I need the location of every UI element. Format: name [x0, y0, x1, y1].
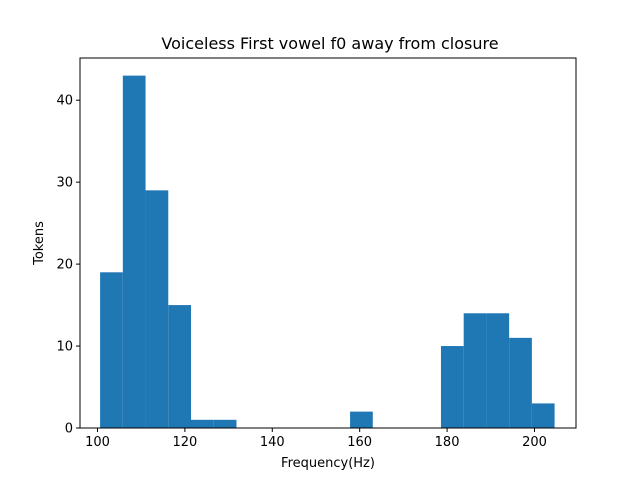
y-tick-label: 40 [56, 94, 73, 109]
histogram-bar [463, 313, 487, 428]
y-tick-label: 20 [56, 258, 73, 273]
bars-group [100, 75, 555, 428]
histogram-bar [350, 411, 373, 428]
y-axis-ticks: 0 10 20 30 40 [56, 94, 80, 437]
histogram-bar [100, 272, 123, 428]
histogram-bar [531, 403, 555, 428]
x-tick-label: 100 [85, 435, 110, 450]
y-tick-label: 10 [56, 340, 73, 355]
histogram-bar [509, 337, 532, 428]
histogram-bar [122, 75, 146, 428]
x-axis-label: Frequency(Hz) [281, 456, 375, 471]
y-axis-label: Tokens [32, 221, 47, 266]
histogram-bar [168, 305, 191, 428]
plot-frame [79, 57, 577, 429]
histogram-bar [486, 313, 510, 428]
histogram-bar [440, 346, 464, 428]
histogram-bar [190, 419, 214, 428]
y-tick-label: 30 [56, 176, 73, 191]
x-tick-label: 200 [522, 435, 547, 450]
x-tick-label: 120 [172, 435, 197, 450]
histogram-bar [145, 190, 169, 428]
x-tick-label: 180 [435, 435, 460, 450]
histogram-bar [213, 419, 237, 428]
x-axis-ticks: 100 120 140 160 180 200 [85, 428, 547, 450]
x-tick-label: 160 [347, 435, 372, 450]
x-tick-label: 140 [260, 435, 285, 450]
y-tick-label: 0 [65, 422, 73, 437]
chart-title: Voiceless First vowel f0 away from closu… [161, 34, 498, 53]
